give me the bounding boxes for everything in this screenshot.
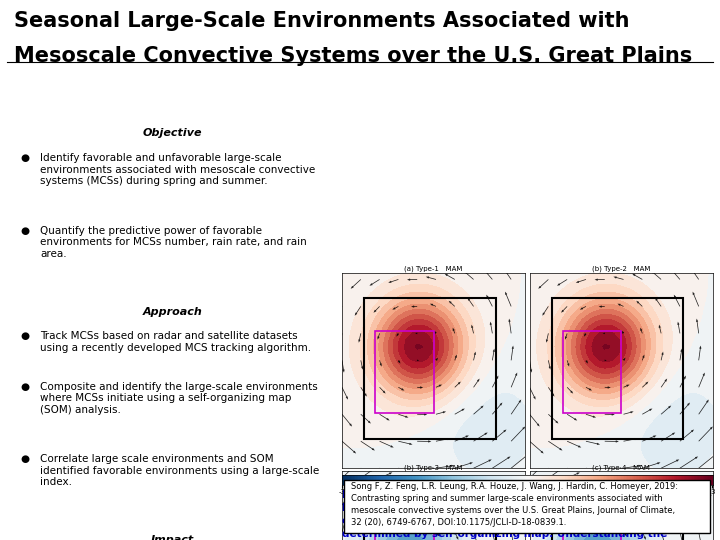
Text: Correlate large scale environments and SOM
identified favorable environments usi: Correlate large scale environments and S… (40, 454, 320, 488)
Text: ●: ● (20, 332, 30, 341)
Text: Song F, Z. Feng, L.R. Leung, R.A. Houze, J. Wang, J. Hardin, C. Homeyer, 2019:
C: Song F, Z. Feng, L.R. Leung, R.A. Houze,… (351, 482, 678, 528)
Title: (b) Type-2   MAM: (b) Type-2 MAM (592, 266, 650, 272)
Title: (a) Type-1   MAM: (a) Type-1 MAM (405, 266, 463, 272)
Text: Track MCSs based on radar and satellite datasets
using a recently developed MCS : Track MCSs based on radar and satellite … (40, 332, 312, 353)
Text: Seasonal Large-Scale Environments Associated with: Seasonal Large-Scale Environments Associ… (14, 11, 630, 31)
Text: Impact: Impact (151, 535, 194, 540)
Bar (552, 497, 683, 540)
Bar (562, 332, 621, 414)
Title: (c) Type-4   MAM: (c) Type-4 MAM (593, 464, 650, 471)
Text: Objective: Objective (143, 129, 202, 138)
Text: ●: ● (20, 382, 30, 392)
FancyBboxPatch shape (344, 480, 710, 533)
Text: ●: ● (20, 153, 30, 163)
Title: (b) Type-3   MAM: (b) Type-3 MAM (405, 464, 463, 471)
Text: Identify favorable and unfavorable large-scale
environments associated with meso: Identify favorable and unfavorable large… (40, 153, 315, 186)
Bar (562, 530, 621, 540)
Text: Composite and identify the large-scale environments
where MCSs initiate using a : Composite and identify the large-scale e… (40, 382, 318, 415)
Bar (364, 497, 496, 540)
Text: ●: ● (20, 226, 30, 236)
Text: Mesoscale convective system (MCS) wind and specific
humidity anomalies during Ma: Mesoscale convective system (MCS) wind a… (342, 490, 683, 540)
Bar (364, 298, 496, 439)
Bar (375, 530, 433, 540)
Text: Approach: Approach (143, 307, 202, 316)
Text: Mesoscale Convective Systems over the U.S. Great Plains: Mesoscale Convective Systems over the U.… (14, 46, 693, 66)
Bar (552, 298, 683, 439)
Bar (375, 332, 433, 414)
Text: ●: ● (20, 454, 30, 464)
Text: Quantify the predictive power of favorable
environments for MCSs number, rain ra: Quantify the predictive power of favorab… (40, 226, 307, 259)
